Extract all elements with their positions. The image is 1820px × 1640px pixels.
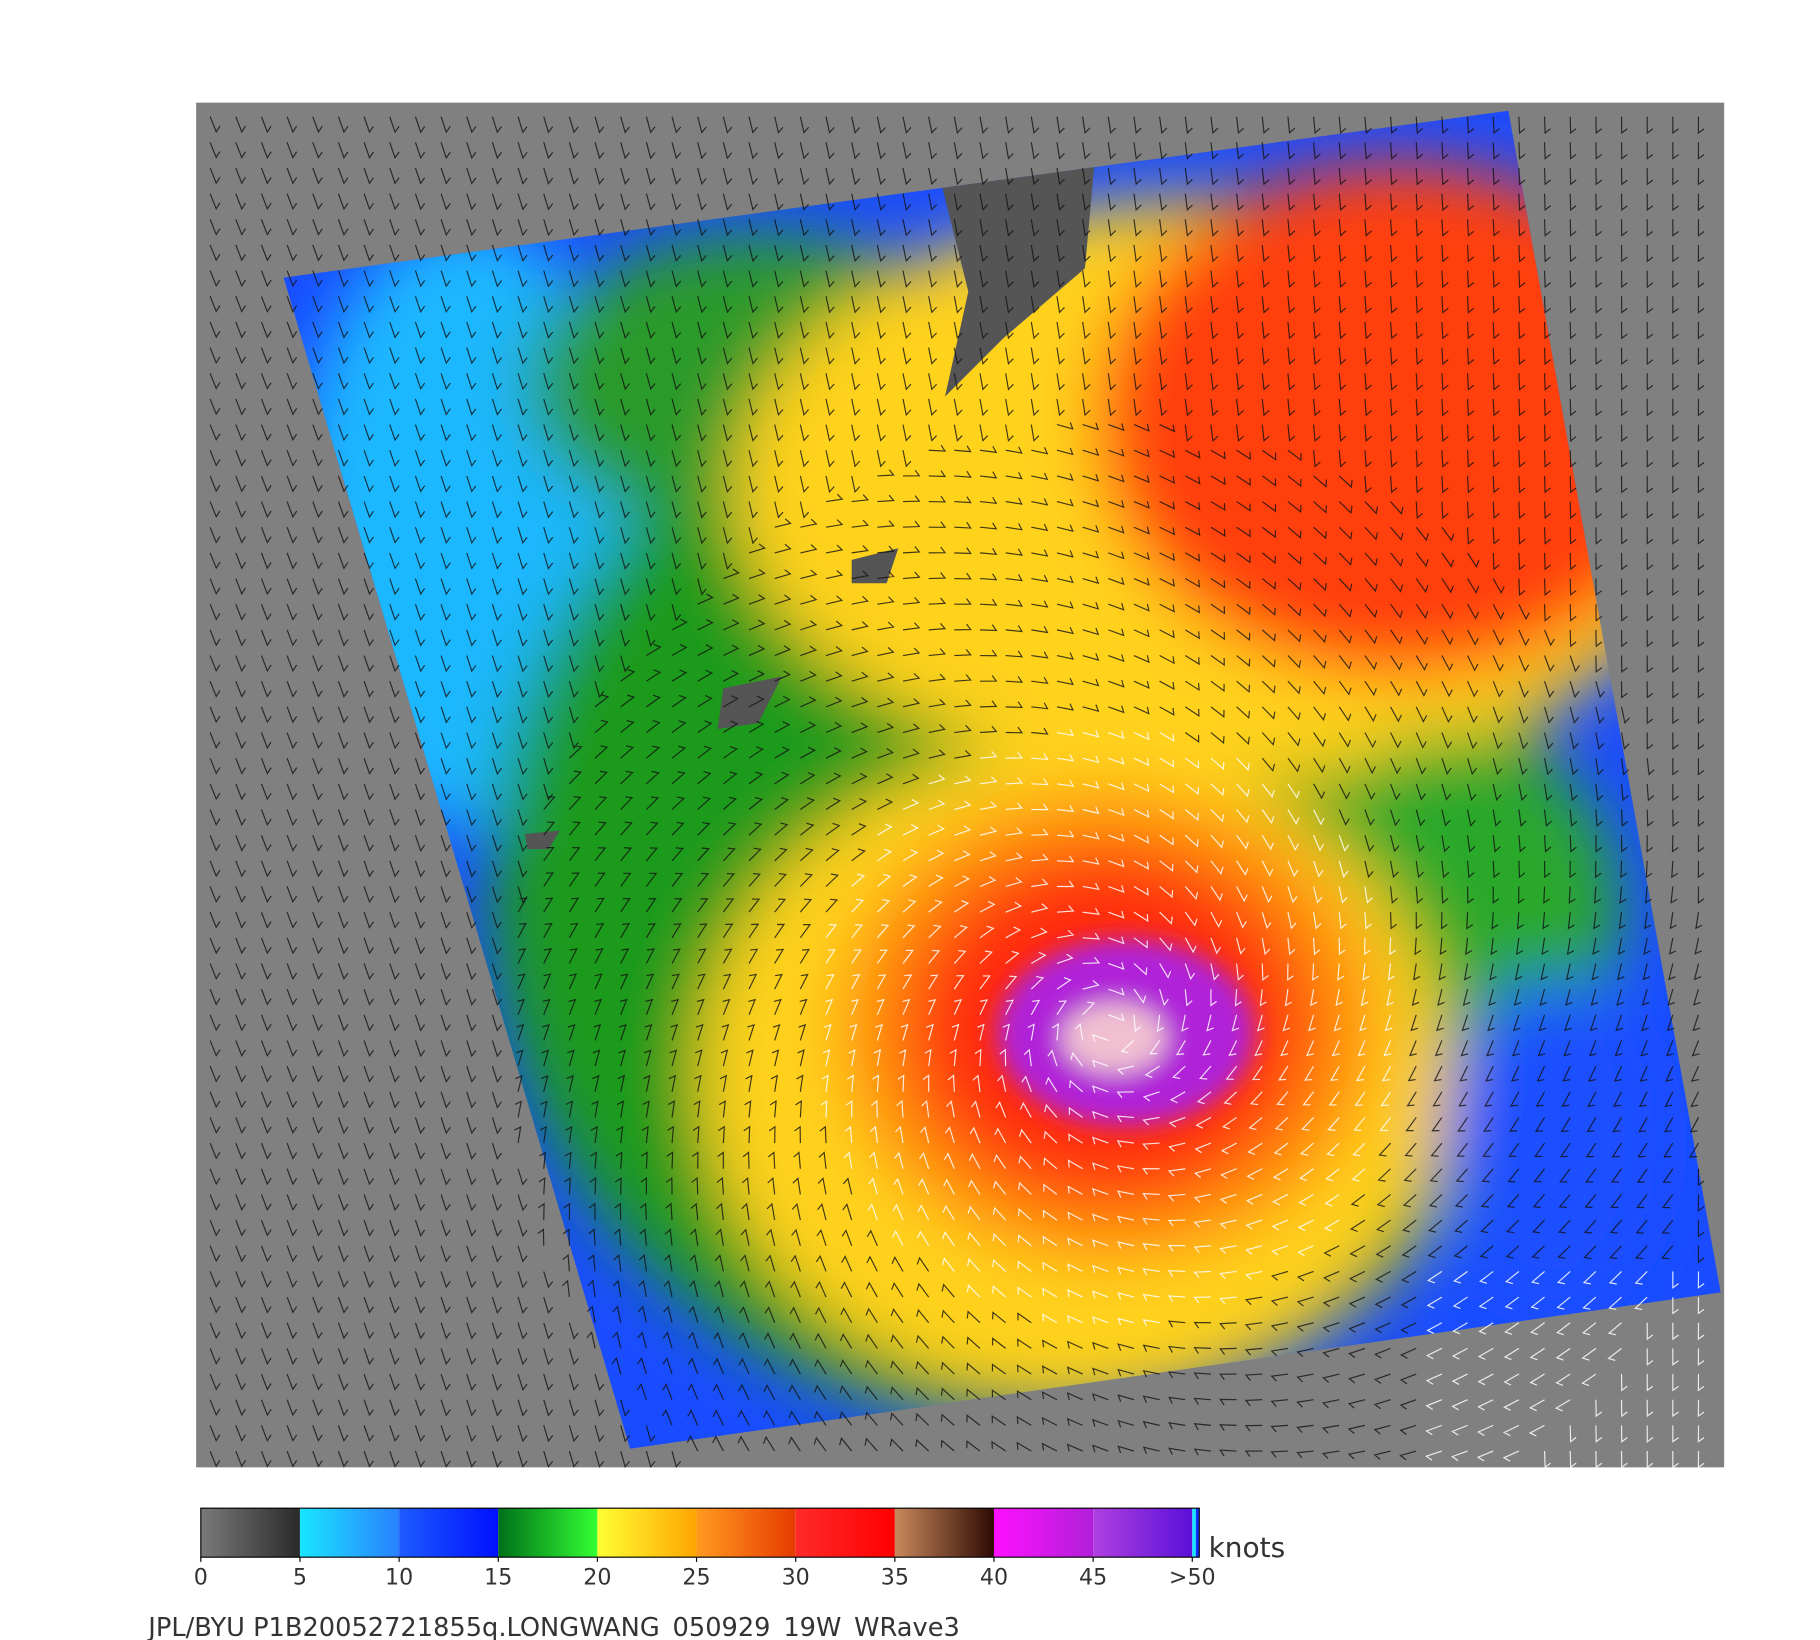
colorbar-band	[200, 1508, 300, 1558]
x-tick-label: 30	[782, 1565, 810, 1591]
land	[933, 139, 1097, 397]
islands	[525, 548, 899, 850]
colorbar-band	[1093, 1508, 1193, 1558]
colorbar-end	[1192, 1508, 1196, 1558]
barbs-light	[820, 728, 1705, 1469]
colorbar-band	[993, 1508, 1094, 1558]
x-tick-label: 10	[385, 1565, 413, 1591]
x-tick-label: 15	[484, 1565, 512, 1591]
x-tick-label: 5	[293, 1565, 307, 1591]
colorbar-band	[696, 1508, 796, 1558]
storm-core	[997, 938, 1255, 1126]
x-tick-label: 20	[583, 1565, 611, 1591]
footer: JPL/BYU P1B20052721855q.LONGWANG_050929_…	[146, 1613, 959, 1640]
x-tick-label: 40	[980, 1565, 1008, 1591]
colorbar-band	[894, 1508, 994, 1558]
colorbar-band	[597, 1508, 697, 1558]
wind-barbs	[209, 116, 1705, 1469]
colorbar-band	[795, 1508, 895, 1558]
x-tick-label: 0	[194, 1565, 208, 1591]
barbs-dark	[209, 116, 1705, 1469]
colorbar-frame	[200, 1507, 1200, 1558]
x-tick-label: 45	[1079, 1565, 1107, 1591]
colorbar-end	[1195, 1508, 1200, 1558]
x-tick-label: >50	[1169, 1565, 1216, 1591]
x-tick-label: 25	[682, 1565, 710, 1591]
colorbar-band	[399, 1508, 499, 1558]
x-tick-label: 35	[881, 1565, 909, 1591]
colorbar-band	[498, 1508, 598, 1558]
colorbar-unit: knots	[1209, 1531, 1286, 1564]
colorbar-band	[299, 1508, 400, 1558]
